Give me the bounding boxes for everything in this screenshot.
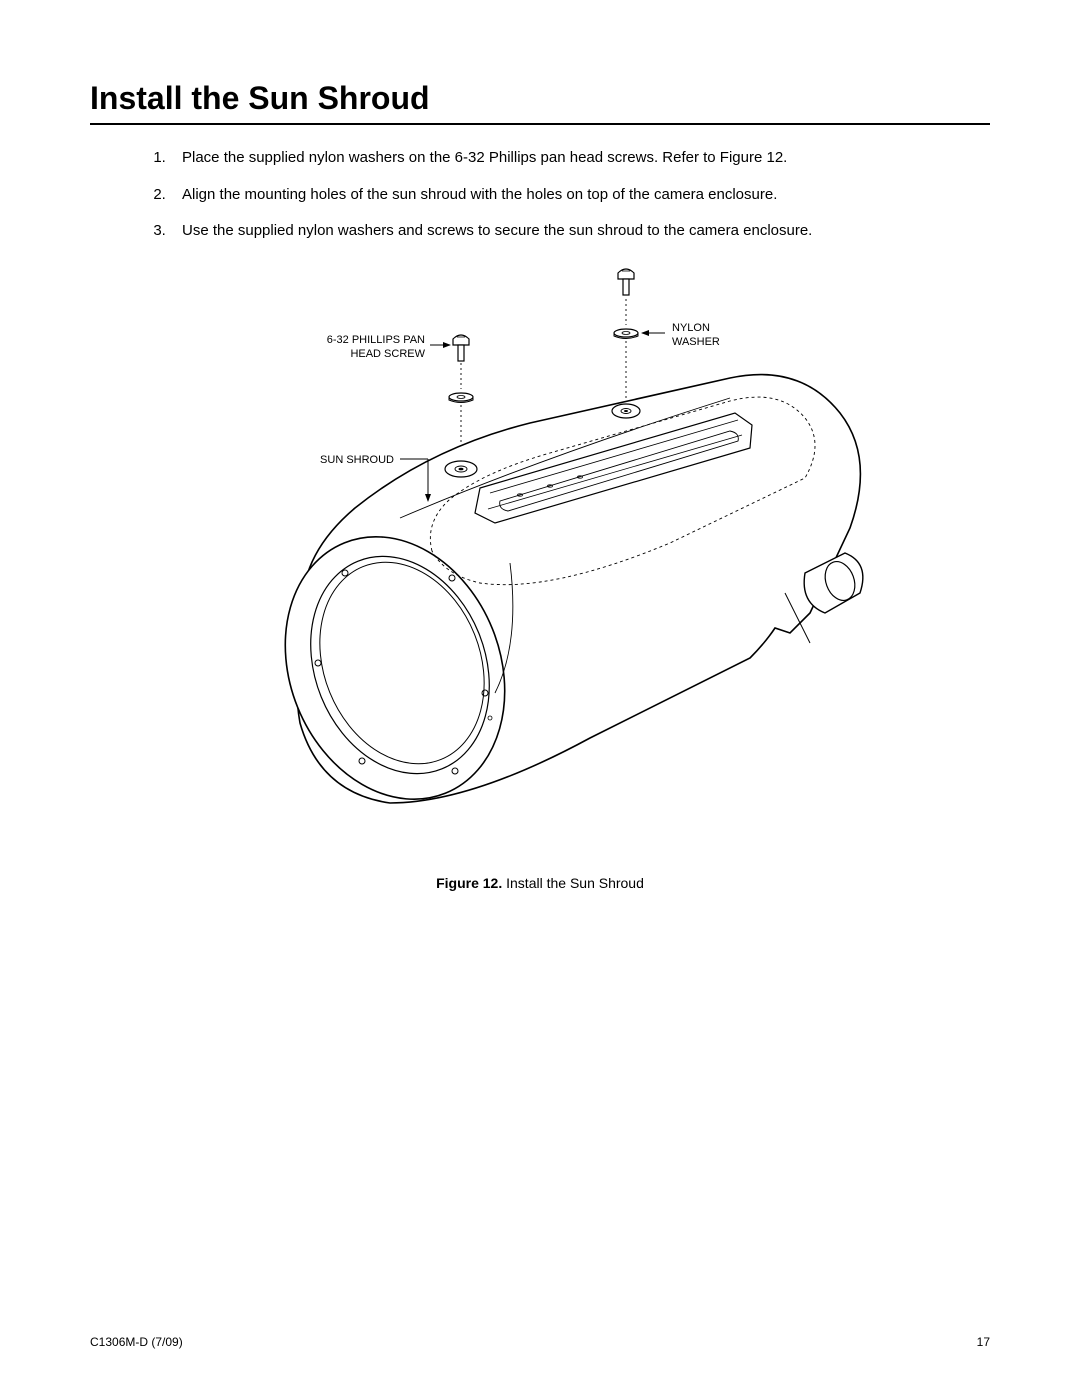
screw-left-icon — [453, 335, 469, 361]
screw-right-icon — [618, 269, 634, 295]
footer-doc-id: C1306M-D (7/09) — [90, 1335, 183, 1349]
page-footer: C1306M-D (7/09) 17 — [90, 1335, 990, 1349]
figure-caption-text: Install the Sun Shroud — [506, 875, 644, 891]
callout-washer: NYLON WASHER — [642, 322, 720, 348]
page-content: Install the Sun Shroud Place the supplie… — [0, 0, 1080, 1397]
callout-washer-label-2: WASHER — [672, 336, 720, 348]
step-item: Align the mounting holes of the sun shro… — [170, 184, 990, 207]
washer-left-icon — [449, 393, 473, 403]
step-item: Place the supplied nylon washers on the … — [170, 147, 990, 170]
sun-shroud-diagram: 6-32 PHILLIPS PAN HEAD SCREW NYLON WASHE… — [190, 263, 890, 863]
step-list: Place the supplied nylon washers on the … — [90, 147, 990, 243]
step-item: Use the supplied nylon washers and screw… — [170, 220, 990, 243]
page-title: Install the Sun Shroud — [90, 80, 990, 125]
figure-container: 6-32 PHILLIPS PAN HEAD SCREW NYLON WASHE… — [90, 263, 990, 891]
camera-enclosure-icon — [247, 374, 863, 832]
figure-number: Figure 12. — [436, 875, 502, 891]
figure-caption: Figure 12. Install the Sun Shroud — [90, 875, 990, 891]
footer-page-number: 17 — [977, 1335, 990, 1349]
callout-washer-label-1: NYLON — [672, 322, 710, 334]
callout-screw-label-1: 6-32 PHILLIPS PAN — [327, 334, 425, 346]
washer-right-icon — [614, 329, 638, 339]
callout-screw: 6-32 PHILLIPS PAN HEAD SCREW — [327, 334, 450, 360]
callout-screw-label-2: HEAD SCREW — [350, 348, 425, 360]
callout-shroud-label: SUN SHROUD — [320, 454, 394, 466]
